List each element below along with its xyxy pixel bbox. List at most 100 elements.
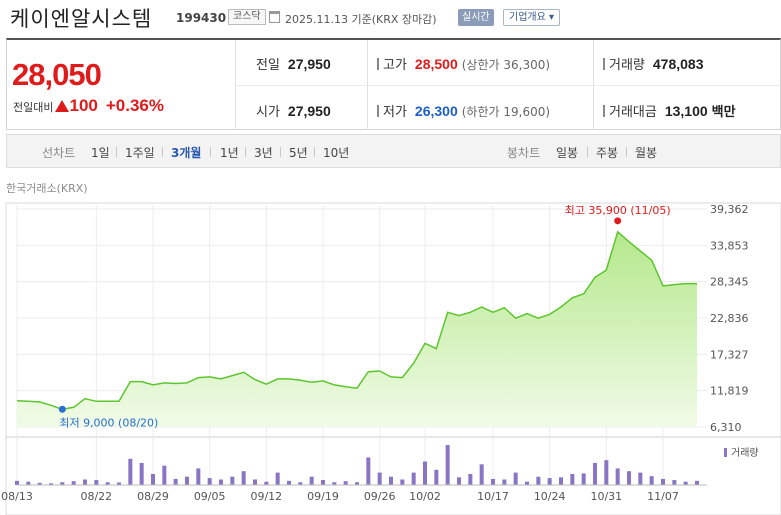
stock-name: 케이엔알시스템 bbox=[10, 7, 153, 31]
volume-bar bbox=[536, 476, 541, 485]
x-tick-label: 08/29 bbox=[137, 490, 169, 503]
stock-code: 199430 bbox=[176, 11, 227, 25]
volume-bar bbox=[332, 482, 337, 485]
x-tick-label: 09/05 bbox=[194, 490, 226, 503]
tab-3m[interactable]: 3개월 bbox=[171, 146, 202, 160]
tab-weekly[interactable]: 주봉 bbox=[596, 146, 619, 160]
volume-bar bbox=[287, 480, 291, 485]
volume-bar bbox=[309, 476, 314, 485]
volume-bar bbox=[105, 482, 110, 485]
current-price: 28,050 bbox=[12, 57, 102, 92]
y-tick-label: 11,819 bbox=[710, 385, 749, 398]
x-tick-label: 11/07 bbox=[647, 490, 679, 503]
tab-1y[interactable]: 1년 bbox=[220, 146, 239, 160]
volume-bar bbox=[207, 478, 212, 485]
open-price: 시가 27,950 bbox=[256, 103, 331, 120]
y-tick-label: 33,853 bbox=[710, 239, 749, 252]
chart-frame bbox=[5, 202, 781, 515]
prev-close: 전일 27,950 bbox=[256, 56, 331, 73]
change-percent: +0.36% bbox=[105, 96, 164, 115]
volume-bar bbox=[162, 465, 167, 485]
volume-bar bbox=[128, 458, 133, 485]
volume-bar bbox=[559, 477, 563, 485]
market-badge: 코스닥 bbox=[228, 9, 266, 25]
quote-panel: 28,050 전일대비 100 +0.36% 전일 27,950 시가 27,950 고… bbox=[6, 38, 781, 130]
price-line bbox=[16, 230, 697, 411]
volume-bar bbox=[230, 476, 235, 485]
volume-bar bbox=[185, 476, 189, 485]
volume-bar bbox=[151, 473, 155, 485]
trade-amount: 거래대금 13,100 백만 bbox=[603, 101, 736, 120]
y-tick-label: 22,836 bbox=[710, 312, 749, 325]
candle-chart-label: 봉차트 bbox=[507, 146, 541, 160]
volume-bar bbox=[479, 464, 484, 485]
volume-bar bbox=[94, 480, 99, 485]
volume-bar bbox=[83, 479, 87, 485]
volume-bar bbox=[615, 468, 620, 485]
x-tick-label: 10/17 bbox=[477, 490, 509, 503]
volume-bar bbox=[593, 462, 597, 485]
volume-bar bbox=[513, 472, 518, 485]
quote-date: 2025.11.13 기준(KRX 장마감) bbox=[285, 13, 437, 26]
volume-bar bbox=[491, 478, 495, 485]
volume-bar bbox=[389, 476, 393, 485]
volume-bar bbox=[366, 457, 371, 485]
volume-bar bbox=[275, 472, 280, 485]
x-tick-label: 10/31 bbox=[590, 490, 622, 503]
volume-bar bbox=[695, 480, 699, 485]
volume-bar bbox=[117, 482, 121, 485]
up-triangle-icon bbox=[55, 100, 70, 112]
price-chart: 39,362 33,853 28,345 22,836 17,327 11,819 6,31… bbox=[1, 202, 781, 515]
volume-bar bbox=[196, 468, 201, 485]
volume-bar bbox=[445, 445, 450, 485]
y-tick-label: 6,310 bbox=[710, 421, 742, 434]
tab-3y[interactable]: 3년 bbox=[254, 146, 273, 160]
low-marker bbox=[58, 405, 66, 413]
company-overview-button[interactable]: 기업개요 ▾ bbox=[503, 9, 560, 26]
volume-bar bbox=[355, 482, 359, 485]
volume-bar bbox=[434, 469, 439, 485]
volume-bar bbox=[411, 472, 416, 485]
volume-bar bbox=[173, 478, 178, 485]
y-tick-label: 17,327 bbox=[710, 348, 749, 361]
x-tick-label: 09/12 bbox=[250, 490, 282, 503]
volume-bar bbox=[37, 482, 42, 485]
realtime-button[interactable]: 실시간 bbox=[458, 9, 494, 26]
tab-1w[interactable]: 1주일 bbox=[125, 146, 155, 160]
volume-bar bbox=[264, 481, 269, 485]
volume-bar bbox=[457, 477, 461, 485]
x-tick-label: 09/26 bbox=[364, 490, 396, 503]
volume-bar bbox=[321, 480, 325, 485]
trade-volume: 거래량 478,083 bbox=[603, 54, 704, 73]
price-change: 전일대비 100 +0.36% bbox=[13, 96, 164, 116]
calendar-icon bbox=[269, 11, 280, 23]
y-tick-label: 28,345 bbox=[710, 276, 749, 289]
volume-bar bbox=[241, 471, 246, 485]
volume-bar bbox=[581, 473, 586, 485]
volume-bar bbox=[343, 481, 348, 485]
tab-5y[interactable]: 5년 bbox=[289, 146, 308, 160]
volume-bar bbox=[400, 479, 405, 485]
volume-bar bbox=[49, 483, 53, 485]
data-source: 한국거래소(KRX) bbox=[6, 182, 88, 195]
volume-bar bbox=[139, 462, 144, 485]
x-tick-label: 10/02 bbox=[409, 490, 441, 503]
volume-bar bbox=[525, 481, 529, 485]
volume-bar bbox=[683, 481, 688, 485]
volume-bar bbox=[570, 473, 575, 485]
tab-1d[interactable]: 1일 bbox=[91, 146, 110, 160]
chart-period-tabs: 선차트 1일 1주일 3개월 1년 3년 5년 10년 봉차트 일봉 주봉 월봉 bbox=[6, 134, 781, 168]
tab-daily[interactable]: 일봉 bbox=[556, 146, 579, 160]
change-label: 전일대비 bbox=[13, 101, 54, 114]
volume-legend-label: 거래량 bbox=[731, 447, 759, 459]
volume-bar bbox=[423, 461, 427, 485]
tab-monthly[interactable]: 월봉 bbox=[635, 146, 658, 160]
stock-header: 케이엔알시스템 199430 코스닥 2025.11.13 기준(KRX 장마감… bbox=[0, 0, 781, 36]
volume-bar bbox=[604, 460, 609, 485]
tab-10y[interactable]: 10년 bbox=[323, 146, 350, 160]
volume-bar bbox=[672, 480, 677, 485]
low-price: 저가 26,300 (하한가 19,600) bbox=[377, 101, 550, 120]
volume-bar bbox=[377, 472, 382, 485]
high-annotation: 최고 35,900 (11/05) bbox=[565, 204, 671, 217]
x-tick-label: 10/24 bbox=[534, 490, 566, 503]
